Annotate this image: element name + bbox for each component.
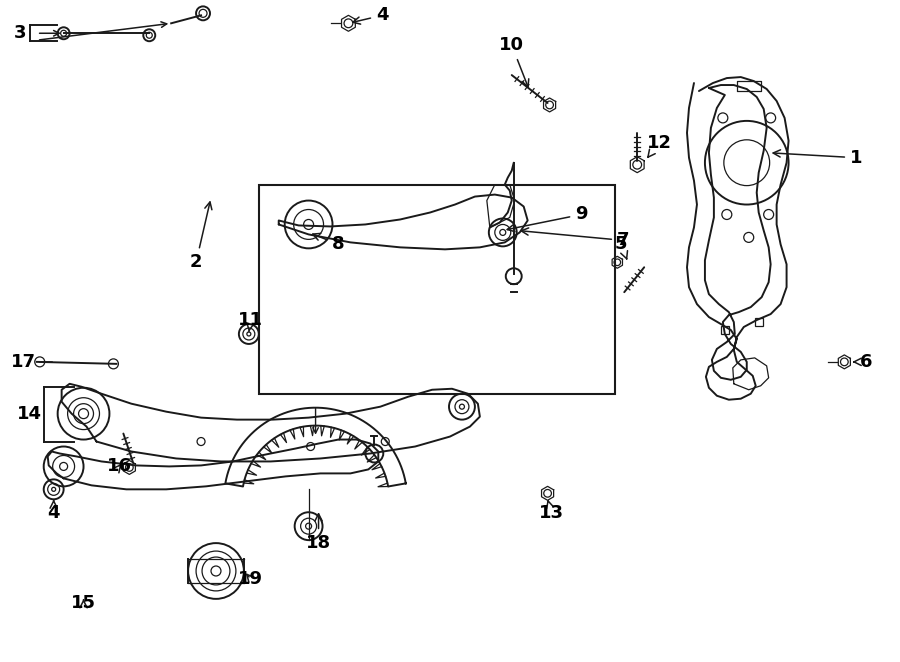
Text: 14: 14	[17, 404, 42, 422]
Text: 2: 2	[190, 202, 212, 271]
Text: 1: 1	[773, 149, 862, 167]
Text: 10: 10	[500, 36, 529, 87]
Text: 17: 17	[12, 353, 36, 371]
Text: 3: 3	[14, 24, 26, 42]
Bar	[755, 318, 762, 326]
Text: 11: 11	[238, 311, 264, 332]
Text: 8: 8	[313, 234, 345, 254]
Bar	[721, 326, 729, 334]
Text: 12: 12	[646, 134, 671, 158]
Text: 13: 13	[539, 500, 564, 522]
Text: 7: 7	[521, 228, 629, 250]
Text: 18: 18	[306, 514, 331, 552]
Text: 19: 19	[238, 570, 264, 588]
Text: 5: 5	[615, 236, 627, 259]
Text: 4: 4	[48, 500, 60, 522]
Text: 9: 9	[508, 205, 588, 232]
Text: 16: 16	[107, 457, 132, 475]
Bar	[259, 185, 616, 394]
Text: 4: 4	[353, 7, 389, 24]
Text: 15: 15	[71, 594, 96, 612]
Text: 6: 6	[854, 353, 872, 371]
